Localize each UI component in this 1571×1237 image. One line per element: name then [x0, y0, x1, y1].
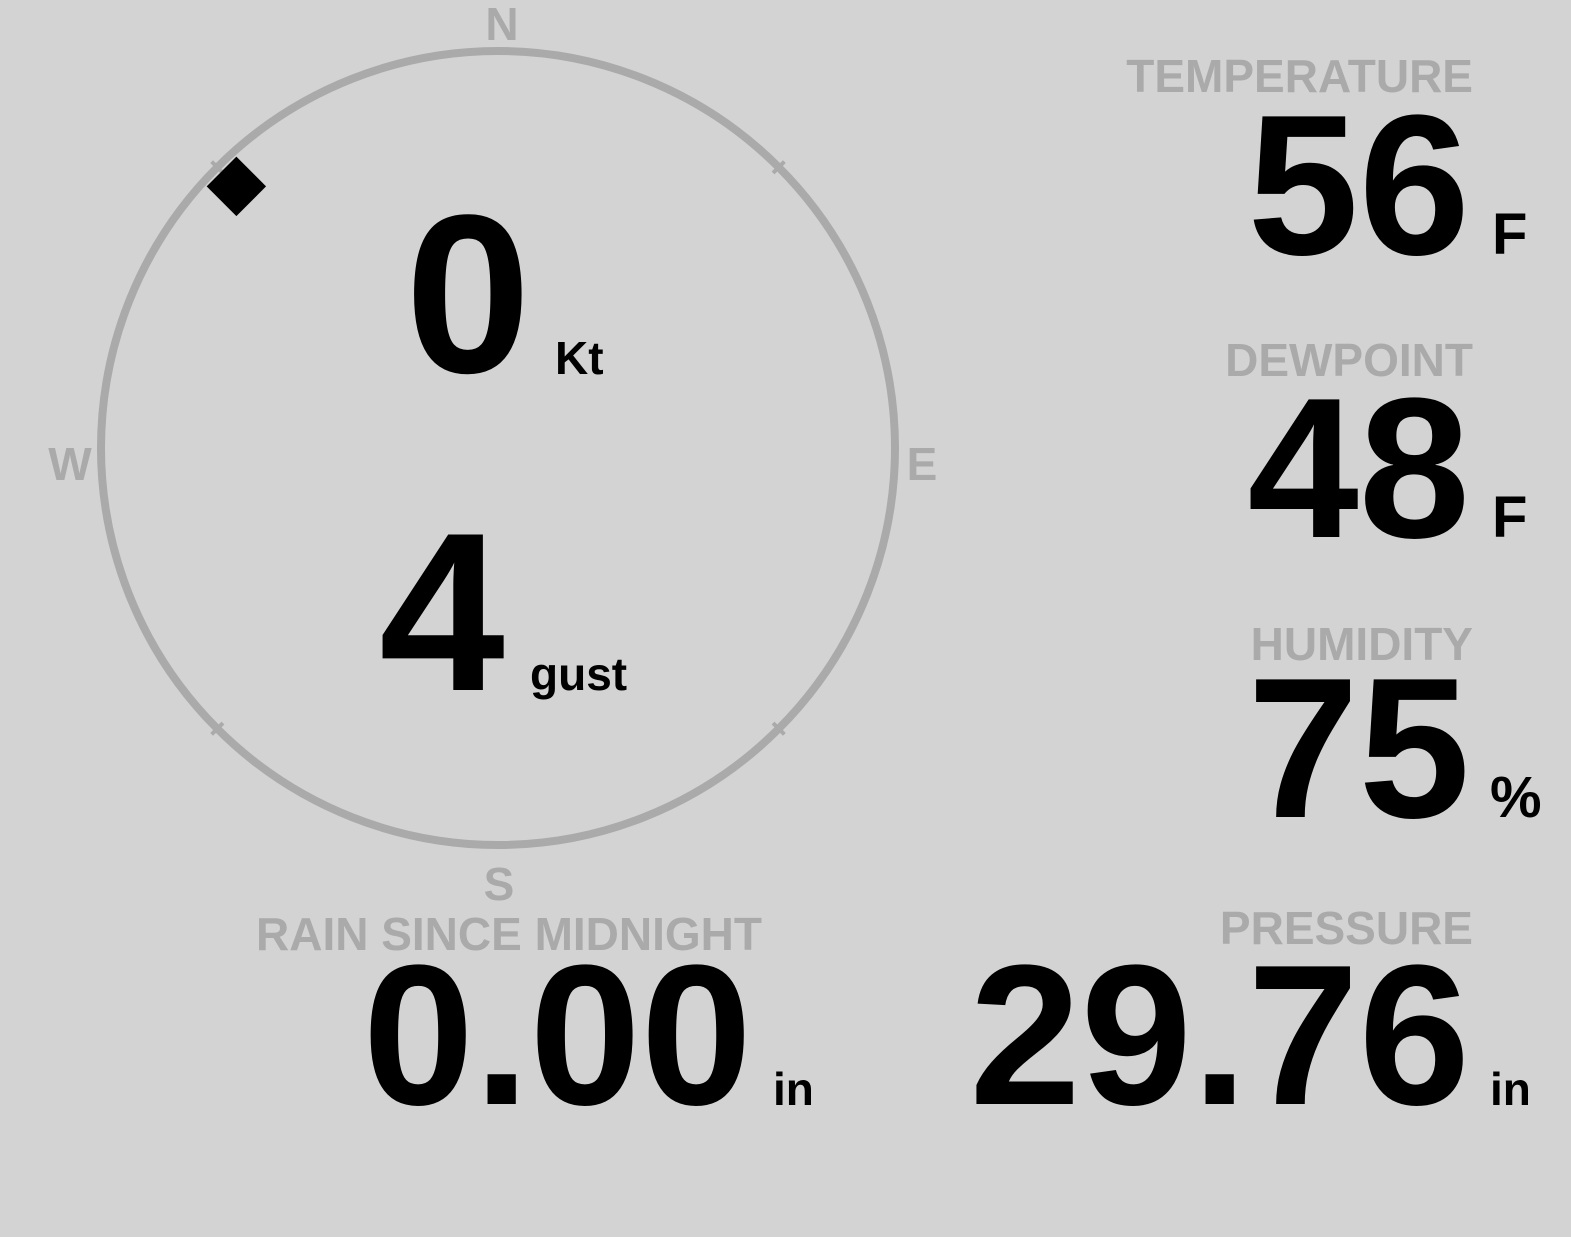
compass-tick: [210, 721, 225, 736]
wind-speed-value: 0: [405, 167, 531, 420]
compass-ring: [97, 47, 899, 849]
humidity-unit: %: [1490, 765, 1542, 830]
compass-ticks: [210, 160, 786, 736]
humidity-label: HUMIDITY: [1250, 618, 1473, 670]
compass-south: S: [483, 858, 515, 910]
rain-label: RAIN SINCE MIDNIGHT: [256, 908, 762, 960]
compass-tick: [771, 721, 786, 736]
temperature-value: 56: [1247, 74, 1470, 297]
humidity-value: 75: [1247, 637, 1470, 860]
wind-speed-unit: Kt: [555, 332, 604, 384]
rain-value: 0.00: [362, 924, 752, 1147]
rain-unit: in: [773, 1063, 814, 1115]
pressure-unit: in: [1490, 1063, 1531, 1115]
temperature-label: TEMPERATURE: [1126, 50, 1473, 102]
dewpoint-unit: F: [1492, 485, 1528, 550]
wind-gust-value: 4: [379, 485, 505, 738]
pressure-label: PRESSURE: [1219, 902, 1473, 954]
compass-tick: [210, 160, 225, 175]
compass-west: W: [48, 438, 92, 490]
dewpoint-label: DEWPOINT: [1225, 334, 1473, 386]
compass-east: E: [906, 438, 938, 490]
temperature-unit: F: [1492, 202, 1528, 267]
compass-tick: [771, 160, 786, 175]
wind-gust-unit: gust: [530, 648, 628, 700]
compass-north: N: [485, 0, 519, 50]
dewpoint-value: 48: [1247, 357, 1470, 580]
pressure-value: 29.76: [969, 924, 1471, 1147]
